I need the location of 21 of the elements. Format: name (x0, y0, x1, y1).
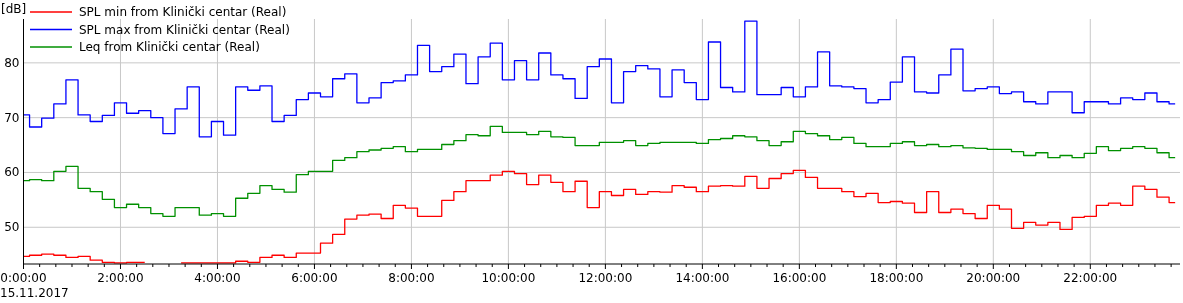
legend-label: SPL min from Klinički centar (Real) (79, 5, 287, 19)
y-tick-label: 50 (4, 220, 20, 235)
text: 15.11.2017 (0, 286, 69, 300)
x-tick-label: 18:00:00 (869, 271, 924, 285)
legend-label: SPL max from Klinički centar (Real) (79, 22, 290, 37)
x-tick-label: 12:00:00 (578, 271, 633, 285)
x-tick-label: 6:00:00 (291, 271, 338, 285)
x-tick-label: 14:00:00 (675, 271, 730, 285)
x-tick-label: 10:00:00 (481, 271, 536, 285)
x-tick-label: 4:00:00 (194, 271, 241, 285)
x-tick-label: 20:00:00 (966, 271, 1021, 285)
x-tick-label: 2:00:00 (97, 271, 144, 285)
y-tick-label: 60 (4, 165, 20, 180)
y-tick-label: 80 (4, 55, 20, 70)
y-axis-title: [dB] (1, 2, 27, 16)
x-tick-label: 22:00:00 (1063, 271, 1118, 285)
y-tick-label: 70 (4, 110, 20, 125)
x-tick-label: 16:00:00 (772, 271, 827, 285)
x-tick-label: 0:00:00 (0, 271, 47, 285)
x-tick-label: 8:00:00 (388, 271, 435, 285)
legend-label: Leq from Klinički centar (Real) (79, 40, 260, 54)
